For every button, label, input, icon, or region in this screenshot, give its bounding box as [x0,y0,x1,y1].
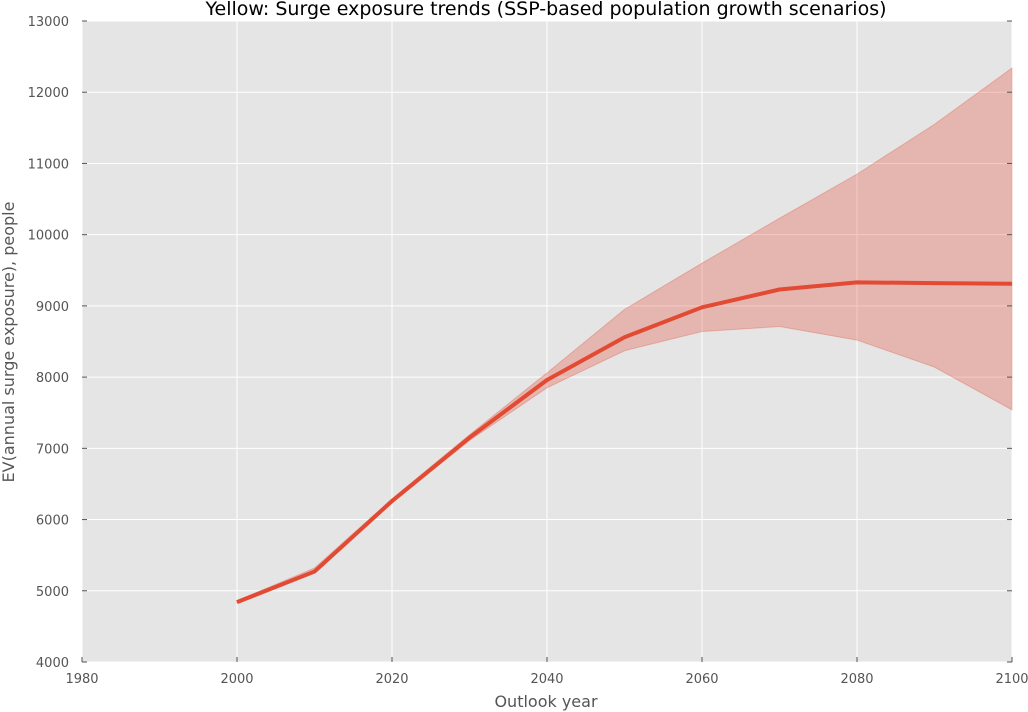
chart-title: Yellow: Surge exposure trends (SSP-based… [204,0,886,20]
y-tick-label: 11000 [28,157,69,172]
y-tick-label: 7000 [36,442,69,457]
x-tick-label: 1980 [65,672,98,687]
x-tick-label: 2000 [220,672,253,687]
y-axis-ticks: 4000 5000 6000 7000 8000 9000 10000 11000 12000 1… [28,15,1012,671]
y-tick-label: 5000 [36,585,69,600]
y-tick-label: 13000 [28,15,69,30]
x-axis-ticks: 1980 2000 2020 2040 2060 2080 2100 [65,657,1028,687]
x-tick-label: 2040 [530,672,563,687]
x-tick-label: 2020 [375,672,408,687]
y-tick-label: 4000 [36,656,69,671]
y-axis-label: EV(annual surge exposure), people [0,202,18,483]
y-tick-label: 10000 [28,229,69,244]
x-tick-label: 2100 [995,672,1028,687]
x-tick-label: 2080 [840,672,873,687]
series-line [236,280,1013,605]
y-tick-label: 9000 [36,300,69,315]
x-axis-label: Outlook year [494,692,598,711]
y-tick-label: 6000 [36,514,69,529]
y-tick-label: 8000 [36,371,69,386]
y-tick-label: 12000 [28,86,69,101]
x-tick-label: 2060 [685,672,718,687]
